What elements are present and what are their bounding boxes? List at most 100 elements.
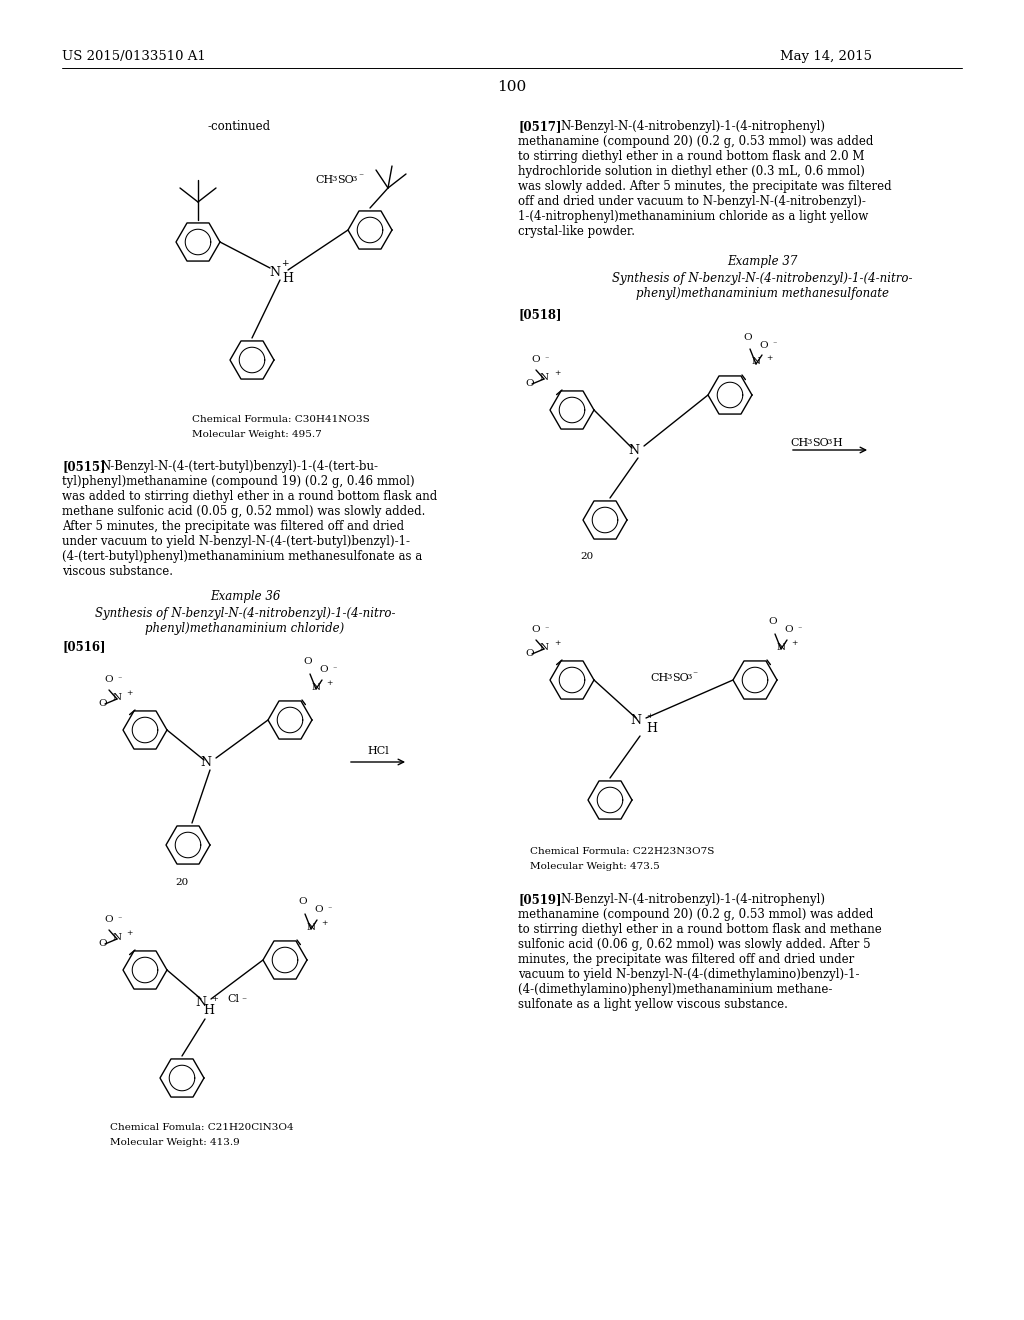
Text: minutes, the precipitate was filtered off and dried under: minutes, the precipitate was filtered of… (518, 953, 854, 966)
Text: O: O (525, 649, 535, 659)
Text: methanamine (compound 20) (0.2 g, 0.53 mmol) was added: methanamine (compound 20) (0.2 g, 0.53 m… (518, 908, 873, 921)
Text: N: N (629, 444, 640, 457)
Text: ⁻: ⁻ (117, 916, 122, 924)
Text: +: + (791, 639, 798, 647)
Text: N: N (540, 372, 549, 381)
Text: O: O (531, 355, 541, 364)
Text: Chemical Fomula: C21H20ClN3O4: Chemical Fomula: C21H20ClN3O4 (110, 1123, 294, 1133)
Text: 1-(4-nitrophenyl)methanaminium chloride as a light yellow: 1-(4-nitrophenyl)methanaminium chloride … (518, 210, 868, 223)
Text: vacuum to yield N-benzyl-N-(4-(dimethylamino)benzyl)-1-: vacuum to yield N-benzyl-N-(4-(dimethyla… (518, 968, 859, 981)
Text: O: O (769, 618, 777, 627)
Text: crystal-like powder.: crystal-like powder. (518, 224, 635, 238)
Text: O: O (760, 341, 768, 350)
Text: ⁻: ⁻ (692, 671, 697, 678)
Text: H: H (283, 272, 294, 285)
Text: 3: 3 (826, 438, 831, 446)
Text: US 2015/0133510 A1: US 2015/0133510 A1 (62, 50, 206, 63)
Text: tyl)phenyl)methanamine (compound 19) (0.2 g, 0.46 mmol): tyl)phenyl)methanamine (compound 19) (0.… (62, 475, 415, 488)
Text: [0519]: [0519] (518, 894, 561, 906)
Text: 100: 100 (498, 81, 526, 94)
Text: +: + (554, 370, 560, 378)
Text: 3: 3 (351, 176, 356, 183)
Text: O: O (531, 626, 541, 635)
Text: [0516]: [0516] (62, 640, 105, 653)
Text: O: O (104, 676, 114, 685)
Text: sulfonic acid (0.06 g, 0.62 mmol) was slowly added. After 5: sulfonic acid (0.06 g, 0.62 mmol) was sl… (518, 939, 870, 950)
Text: ⁻: ⁻ (772, 341, 776, 348)
Text: N: N (776, 643, 785, 652)
Text: +: + (326, 678, 333, 686)
Text: 3: 3 (806, 438, 811, 446)
Text: CH: CH (315, 176, 333, 185)
Text: Molecular Weight: 413.9: Molecular Weight: 413.9 (110, 1138, 240, 1147)
Text: was added to stirring diethyl ether in a round bottom flask and: was added to stirring diethyl ether in a… (62, 490, 437, 503)
Text: 20: 20 (175, 878, 188, 887)
Text: sulfonate as a light yellow viscous substance.: sulfonate as a light yellow viscous subs… (518, 998, 787, 1011)
Text: hydrochloride solution in diethyl ether (0.3 mL, 0.6 mmol): hydrochloride solution in diethyl ether … (518, 165, 865, 178)
Text: May 14, 2015: May 14, 2015 (780, 50, 872, 63)
Text: [0518]: [0518] (518, 308, 561, 321)
Text: ⁻: ⁻ (544, 626, 549, 634)
Text: +: + (282, 260, 289, 268)
Text: phenyl)methanaminium chloride): phenyl)methanaminium chloride) (145, 622, 345, 635)
Text: N: N (752, 358, 761, 367)
Text: was slowly added. After 5 minutes, the precipitate was filtered: was slowly added. After 5 minutes, the p… (518, 180, 892, 193)
Text: HCl: HCl (368, 746, 389, 756)
Text: N-Benzyl-N-(4-nitrobenzyl)-1-(4-nitrophenyl): N-Benzyl-N-(4-nitrobenzyl)-1-(4-nitrophe… (560, 120, 825, 133)
Text: 3: 3 (331, 176, 336, 183)
Text: +: + (766, 354, 772, 362)
Text: O: O (525, 380, 535, 388)
Text: N: N (269, 265, 281, 279)
Text: Chemical Formula: C22H23N3O7S: Chemical Formula: C22H23N3O7S (530, 847, 715, 855)
Text: ⁻: ⁻ (117, 676, 122, 684)
Text: N-Benzyl-N-(4-nitrobenzyl)-1-(4-nitrophenyl): N-Benzyl-N-(4-nitrobenzyl)-1-(4-nitrophe… (560, 894, 825, 906)
Text: SO: SO (812, 438, 828, 447)
Text: N: N (306, 923, 315, 932)
Text: Example 36: Example 36 (210, 590, 281, 603)
Text: +: + (646, 711, 653, 719)
Text: to stirring diethyl ether in a round bottom flask and methane: to stirring diethyl ether in a round bot… (518, 923, 882, 936)
Text: +: + (126, 689, 132, 697)
Text: Synthesis of N-benzyl-N-(4-nitrobenzyl)-1-(4-nitro-: Synthesis of N-benzyl-N-(4-nitrobenzyl)-… (611, 272, 912, 285)
Text: SO: SO (337, 176, 353, 185)
Text: H: H (204, 1005, 214, 1018)
Text: Chemical Formula: C30H41NO3S: Chemical Formula: C30H41NO3S (193, 414, 370, 424)
Text: ⁻: ⁻ (241, 997, 246, 1005)
Text: N: N (196, 997, 207, 1010)
Text: ⁻: ⁻ (797, 626, 802, 634)
Text: O: O (319, 665, 329, 675)
Text: H: H (646, 722, 657, 734)
Text: After 5 minutes, the precipitate was filtered off and dried: After 5 minutes, the precipitate was fil… (62, 520, 404, 533)
Text: +: + (321, 919, 328, 927)
Text: 20: 20 (580, 552, 593, 561)
Text: O: O (314, 906, 324, 915)
Text: N: N (113, 693, 122, 701)
Text: N: N (201, 755, 212, 768)
Text: O: O (784, 626, 794, 635)
Text: CH: CH (650, 673, 669, 682)
Text: O: O (104, 916, 114, 924)
Text: N: N (311, 682, 321, 692)
Text: Synthesis of N-benzyl-N-(4-nitrobenzyl)-1-(4-nitro-: Synthesis of N-benzyl-N-(4-nitrobenzyl)-… (95, 607, 395, 620)
Text: Cl: Cl (227, 994, 239, 1005)
Text: under vacuum to yield N-benzyl-N-(4-(tert-butyl)benzyl)-1-: under vacuum to yield N-benzyl-N-(4-(ter… (62, 535, 410, 548)
Text: N: N (113, 932, 122, 941)
Text: (4-(tert-butyl)phenyl)methanaminium methanesulfonate as a: (4-(tert-butyl)phenyl)methanaminium meth… (62, 550, 422, 564)
Text: ⁻: ⁻ (358, 172, 364, 181)
Text: to stirring diethyl ether in a round bottom flask and 2.0 M: to stirring diethyl ether in a round bot… (518, 150, 864, 162)
Text: [0515]: [0515] (62, 459, 105, 473)
Text: N: N (631, 714, 641, 726)
Text: SO: SO (672, 673, 689, 682)
Text: methanamine (compound 20) (0.2 g, 0.53 mmol) was added: methanamine (compound 20) (0.2 g, 0.53 m… (518, 135, 873, 148)
Text: ⁻: ⁻ (332, 667, 336, 675)
Text: phenyl)methanaminium methanesulfonate: phenyl)methanaminium methanesulfonate (636, 286, 889, 300)
Text: ⁻: ⁻ (327, 906, 332, 913)
Text: Molecular Weight: 495.7: Molecular Weight: 495.7 (193, 430, 322, 440)
Text: ⁻: ⁻ (544, 356, 549, 364)
Text: O: O (304, 657, 312, 667)
Text: off and dried under vacuum to N-benzyl-N-(4-nitrobenzyl)-: off and dried under vacuum to N-benzyl-N… (518, 195, 866, 209)
Text: O: O (98, 940, 108, 949)
Text: methane sulfonic acid (0.05 g, 0.52 mmol) was slowly added.: methane sulfonic acid (0.05 g, 0.52 mmol… (62, 506, 425, 517)
Text: 3: 3 (666, 673, 672, 681)
Text: +: + (554, 639, 560, 647)
